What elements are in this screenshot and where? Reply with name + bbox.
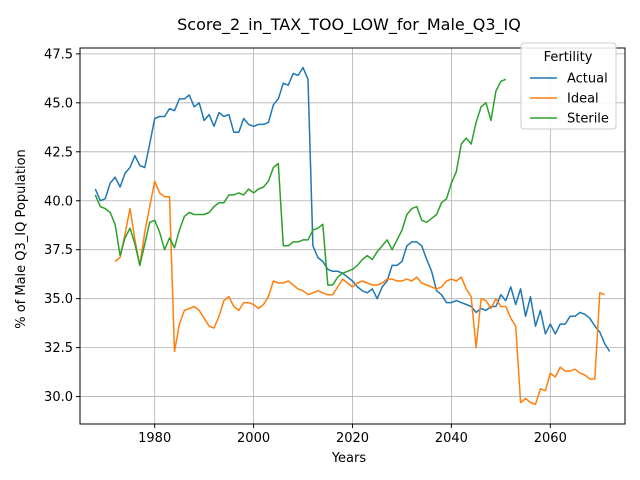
y-tick-label: 30.0 bbox=[44, 390, 73, 405]
x-tick-label: 2040 bbox=[435, 431, 468, 446]
y-axis-ticks: 30.0 32.5 35.0 37.5 40.0 42.5 45.0 47.5 bbox=[44, 47, 80, 405]
x-tick-label: 2020 bbox=[336, 431, 369, 446]
legend: Fertility Actual Ideal Sterile bbox=[520, 42, 617, 130]
x-tick-label: 1980 bbox=[138, 431, 171, 446]
series-line-actual bbox=[94, 66, 611, 352]
y-tick-label: 45.0 bbox=[44, 96, 73, 111]
x-tick-label: 2000 bbox=[237, 431, 270, 446]
legend-box bbox=[520, 42, 617, 130]
y-tick-label: 37.5 bbox=[44, 243, 73, 258]
legend-label-sterile: Sterile bbox=[567, 112, 609, 127]
y-tick-label: 40.0 bbox=[44, 194, 73, 209]
series-line-ideal bbox=[114, 180, 605, 406]
x-tick-label: 2060 bbox=[534, 431, 567, 446]
legend-title: Fertility bbox=[544, 50, 593, 65]
y-tick-label: 35.0 bbox=[44, 292, 73, 307]
legend-items: Actual Ideal Sterile bbox=[530, 72, 609, 127]
legend-label-ideal: Ideal bbox=[567, 92, 599, 107]
chart-title: Score_2_in_TAX_TOO_LOW_for_Male_Q3_IQ bbox=[177, 15, 521, 35]
y-tick-label: 47.5 bbox=[44, 47, 73, 62]
series-layer bbox=[94, 66, 611, 406]
y-tick-label: 42.5 bbox=[44, 145, 73, 160]
y-axis-label: % of Male Q3_IQ Population bbox=[14, 149, 29, 329]
y-tick-label: 32.5 bbox=[44, 341, 73, 356]
x-axis-label: Years bbox=[331, 451, 367, 466]
x-axis-ticks: 1980 2000 2020 2040 2060 bbox=[138, 424, 567, 446]
legend-label-actual: Actual bbox=[567, 72, 608, 87]
series-line-sterile bbox=[94, 78, 507, 286]
